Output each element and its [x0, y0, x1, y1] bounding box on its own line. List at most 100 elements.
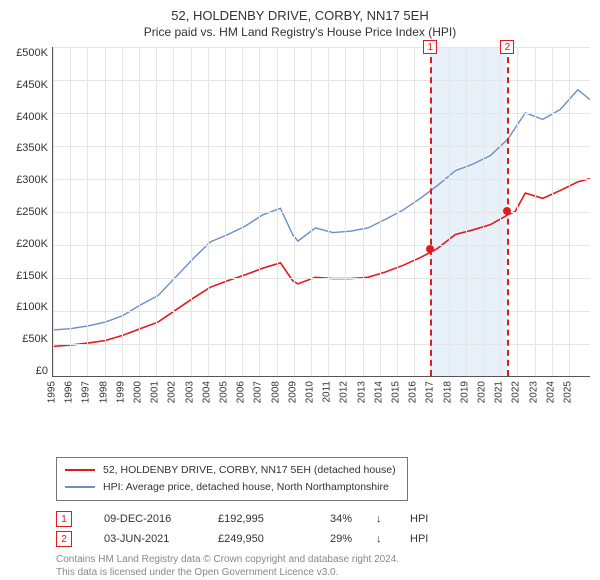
y-tick-label: £150K [10, 270, 48, 282]
x-tick-label: 2021 [494, 381, 505, 403]
plot-area: 12 [52, 47, 590, 377]
grid-line-v [242, 47, 243, 376]
y-tick-label: £50K [10, 333, 48, 345]
footer-line-1: Contains HM Land Registry data © Crown c… [56, 553, 590, 567]
y-tick-label: £200K [10, 238, 48, 250]
legend-item: 52, HOLDENBY DRIVE, CORBY, NN17 5EH (det… [65, 462, 399, 479]
footer: Contains HM Land Registry data © Crown c… [56, 553, 590, 580]
x-tick-label: 2002 [167, 381, 178, 403]
grid-line-h [53, 245, 590, 246]
footer-line-2: This data is licensed under the Open Gov… [56, 566, 590, 580]
y-tick-label: £250K [10, 206, 48, 218]
legend-label: 52, HOLDENBY DRIVE, CORBY, NN17 5EH (det… [103, 462, 396, 479]
grid-line-h [53, 278, 590, 279]
grid-line-v [535, 47, 536, 376]
x-tick-label: 2003 [184, 381, 195, 403]
grid-line-v [500, 47, 501, 376]
x-tick-label: 1998 [98, 381, 109, 403]
marker-line [430, 47, 432, 376]
grid-line-v [466, 47, 467, 376]
legend-item: HPI: Average price, detached house, Nort… [65, 479, 399, 496]
marker-dot [503, 207, 511, 215]
tx-price: £192,995 [218, 513, 288, 525]
y-tick-label: £0 [10, 365, 48, 377]
legend-swatch [65, 486, 95, 488]
grid-line-v [208, 47, 209, 376]
tx-pct: 34% [312, 513, 352, 525]
grid-line-v [277, 47, 278, 376]
x-tick-label: 2017 [425, 381, 436, 403]
down-arrow-icon: ↓ [376, 533, 386, 545]
grid-line-h [53, 311, 590, 312]
x-tick-label: 2007 [253, 381, 264, 403]
grid-line-v [345, 47, 346, 376]
grid-line-v [328, 47, 329, 376]
x-tick-label: 2004 [201, 381, 212, 403]
x-tick-label: 2025 [562, 381, 573, 403]
x-tick-label: 1996 [64, 381, 75, 403]
grid-line-h [53, 113, 590, 114]
grid-line-v [53, 47, 54, 376]
marker-dot [426, 245, 434, 253]
grid-line-v [363, 47, 364, 376]
grid-line-h [53, 146, 590, 147]
y-axis: £500K£450K£400K£350K£300K£250K£200K£150K… [10, 47, 52, 377]
tx-price: £249,950 [218, 533, 288, 545]
transaction-row: 1 09-DEC-2016 £192,995 34% ↓ HPI [56, 511, 590, 527]
x-tick-label: 2015 [390, 381, 401, 403]
grid-line-v [311, 47, 312, 376]
grid-line-v [380, 47, 381, 376]
x-tick-label: 2023 [528, 381, 539, 403]
x-axis: 1995199619971998199920002001200220032004… [52, 377, 590, 413]
grid-line-v [139, 47, 140, 376]
grid-line-v [397, 47, 398, 376]
grid-line-v [569, 47, 570, 376]
x-tick-label: 1999 [115, 381, 126, 403]
grid-line-v [449, 47, 450, 376]
x-tick-label: 2001 [150, 381, 161, 403]
x-tick-label: 2016 [408, 381, 419, 403]
grid-line-v [191, 47, 192, 376]
x-tick-label: 2011 [322, 381, 333, 403]
x-tick-label: 2012 [339, 381, 350, 403]
grid-line-v [173, 47, 174, 376]
x-tick-label: 2010 [304, 381, 315, 403]
x-tick-label: 2022 [511, 381, 522, 403]
grid-line-v [517, 47, 518, 376]
chart-subtitle: Price paid vs. HM Land Registry's House … [10, 25, 590, 39]
x-tick-label: 2000 [132, 381, 143, 403]
x-tick-label: 1997 [81, 381, 92, 403]
y-tick-label: £400K [10, 111, 48, 123]
grid-line-v [87, 47, 88, 376]
x-tick-label: 2006 [236, 381, 247, 403]
x-tick-label: 2005 [218, 381, 229, 403]
tx-badge: 1 [56, 511, 72, 527]
marker-badge: 2 [500, 40, 514, 54]
legend-swatch [65, 469, 95, 471]
tx-pct: 29% [312, 533, 352, 545]
grid-line-v [294, 47, 295, 376]
grid-line-h [53, 344, 590, 345]
grid-line-v [414, 47, 415, 376]
tx-ref: HPI [410, 513, 428, 525]
transaction-row: 203-JUN-2021£249,95029%↓HPI [56, 531, 590, 547]
y-tick-label: £100K [10, 301, 48, 313]
grid-line-h [53, 80, 590, 81]
x-tick-label: 1995 [47, 381, 58, 403]
y-tick-label: £500K [10, 47, 48, 59]
x-tick-label: 2024 [545, 381, 556, 403]
series-line [53, 179, 590, 347]
down-arrow-icon: ↓ [376, 513, 386, 525]
y-tick-label: £450K [10, 79, 48, 91]
y-tick-label: £300K [10, 174, 48, 186]
grid-line-v [259, 47, 260, 376]
x-tick-label: 2009 [287, 381, 298, 403]
chart-area: £500K£450K£400K£350K£300K£250K£200K£150K… [10, 47, 590, 377]
transaction-table: 109-DEC-2016£192,99534%↓HPI203-JUN-2021£… [56, 511, 590, 547]
legend: 52, HOLDENBY DRIVE, CORBY, NN17 5EH (det… [56, 457, 408, 501]
marker-badge: 1 [423, 40, 437, 54]
x-tick-label: 2014 [373, 381, 384, 403]
tx-ref: HPI [410, 533, 428, 545]
tx-date: 09-DEC-2016 [104, 513, 194, 525]
x-tick-label: 2008 [270, 381, 281, 403]
